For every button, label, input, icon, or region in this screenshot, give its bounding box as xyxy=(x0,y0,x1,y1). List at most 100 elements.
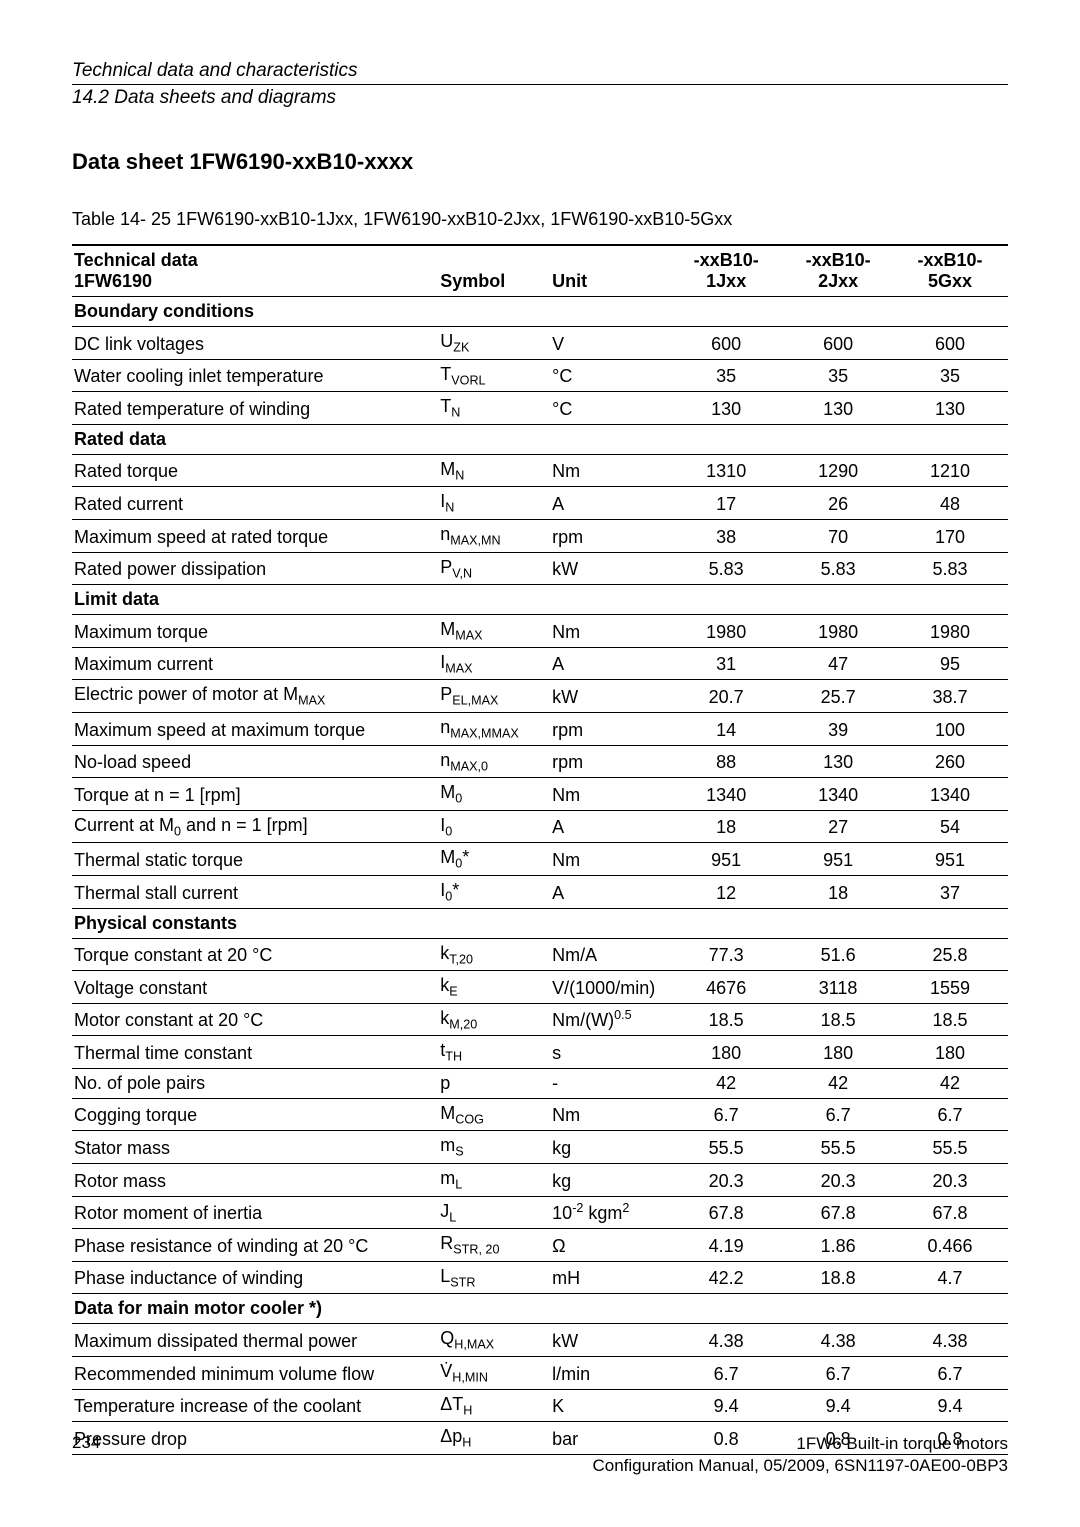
param-value: 18.5 xyxy=(896,1003,1008,1036)
param-name: Temperature increase of the coolant xyxy=(72,1389,438,1422)
param-name: Maximum dissipated thermal power xyxy=(72,1324,438,1357)
param-value: 1340 xyxy=(784,778,896,811)
footer-text: 1FW6 Built-in torque motors Configuratio… xyxy=(592,1433,1008,1477)
sheet-title: Data sheet 1FW6190-xxB10-xxxx xyxy=(72,149,1008,175)
param-name: Stator mass xyxy=(72,1131,438,1164)
param-value: 9.4 xyxy=(672,1389,784,1422)
param-value: 55.5 xyxy=(672,1131,784,1164)
param-name: Maximum torque xyxy=(72,615,438,648)
param-unit: kW xyxy=(550,1324,672,1357)
param-unit: °C xyxy=(550,392,672,425)
param-value: 6.7 xyxy=(672,1098,784,1131)
param-value: 170 xyxy=(896,519,1008,552)
param-value: 4.7 xyxy=(896,1261,1008,1294)
param-value: 55.5 xyxy=(896,1131,1008,1164)
param-value: 4676 xyxy=(672,971,784,1004)
footer-line2: Configuration Manual, 05/2009, 6SN1197-0… xyxy=(592,1456,1008,1475)
param-symbol: LSTR xyxy=(438,1261,550,1294)
param-value: 1340 xyxy=(896,778,1008,811)
table-row: Rated currentINA172648 xyxy=(72,487,1008,520)
param-unit: °C xyxy=(550,359,672,392)
param-value: 600 xyxy=(896,327,1008,360)
param-name: Cogging torque xyxy=(72,1098,438,1131)
param-value: 38.7 xyxy=(896,680,1008,713)
param-value: 39 xyxy=(784,712,896,745)
param-value: 88 xyxy=(672,745,784,778)
param-value: 18.5 xyxy=(784,1003,896,1036)
param-unit: Nm xyxy=(550,843,672,876)
param-value: 27 xyxy=(784,810,896,843)
param-symbol: QH,MAX xyxy=(438,1324,550,1357)
param-value: 130 xyxy=(784,745,896,778)
param-name: Maximum speed at rated torque xyxy=(72,519,438,552)
param-symbol: I0* xyxy=(438,875,550,908)
param-unit: kg xyxy=(550,1164,672,1197)
table-row: Cogging torqueMCOGNm6.76.76.7 xyxy=(72,1098,1008,1131)
param-value: 600 xyxy=(672,327,784,360)
param-value: 35 xyxy=(784,359,896,392)
table-row: Thermal time constanttTHs180180180 xyxy=(72,1036,1008,1069)
param-name: Voltage constant xyxy=(72,971,438,1004)
param-value: 1210 xyxy=(896,454,1008,487)
param-unit: Ω xyxy=(550,1229,672,1262)
param-unit: kW xyxy=(550,552,672,585)
table-row: Rotor massmLkg20.320.320.3 xyxy=(72,1164,1008,1197)
param-value: 47 xyxy=(784,647,896,680)
param-symbol: MN xyxy=(438,454,550,487)
table-row: Recommended minimum volume flowV̇H,MINl/… xyxy=(72,1357,1008,1390)
param-unit: Nm xyxy=(550,454,672,487)
param-symbol: p xyxy=(438,1068,550,1098)
col-param: Technical data1FW6190 xyxy=(72,245,438,297)
param-name: Thermal static torque xyxy=(72,843,438,876)
param-name: Rated torque xyxy=(72,454,438,487)
param-name: Thermal stall current xyxy=(72,875,438,908)
param-symbol: mL xyxy=(438,1164,550,1197)
param-name: Motor constant at 20 °C xyxy=(72,1003,438,1036)
param-value: 25.8 xyxy=(896,938,1008,971)
param-value: 18 xyxy=(672,810,784,843)
param-symbol: M0* xyxy=(438,843,550,876)
table-row: No-load speednMAX,0rpm88130260 xyxy=(72,745,1008,778)
param-symbol: PEL,MAX xyxy=(438,680,550,713)
param-value: 1310 xyxy=(672,454,784,487)
param-unit: A xyxy=(550,810,672,843)
param-value: 5.83 xyxy=(896,552,1008,585)
table-row: No. of pole pairsp-424242 xyxy=(72,1068,1008,1098)
col-unit: Unit xyxy=(550,245,672,297)
param-unit: s xyxy=(550,1036,672,1069)
param-value: 951 xyxy=(896,843,1008,876)
param-symbol: V̇H,MIN xyxy=(438,1357,550,1390)
param-value: 1290 xyxy=(784,454,896,487)
param-value: 1980 xyxy=(896,615,1008,648)
param-value: 70 xyxy=(784,519,896,552)
param-symbol: nMAX,0 xyxy=(438,745,550,778)
col-variant: -xxB10-5Gxx xyxy=(896,245,1008,297)
param-unit: A xyxy=(550,647,672,680)
table-caption: Table 14- 25 1FW6190-xxB10-1Jxx, 1FW6190… xyxy=(72,209,1008,230)
param-symbol: MMAX xyxy=(438,615,550,648)
header-subtitle: 14.2 Data sheets and diagrams xyxy=(72,85,1008,109)
param-unit: l/min xyxy=(550,1357,672,1390)
table-row: Thermal static torqueM0*Nm951951951 xyxy=(72,843,1008,876)
param-value: 5.83 xyxy=(672,552,784,585)
param-name: DC link voltages xyxy=(72,327,438,360)
param-symbol: M0 xyxy=(438,778,550,811)
param-value: 51.6 xyxy=(784,938,896,971)
param-unit: K xyxy=(550,1389,672,1422)
param-value: 20.3 xyxy=(672,1164,784,1197)
param-unit: V/(1000/min) xyxy=(550,971,672,1004)
param-unit: 10-2 kgm2 xyxy=(550,1196,672,1229)
param-value: 130 xyxy=(896,392,1008,425)
table-row: Temperature increase of the coolantΔTHK9… xyxy=(72,1389,1008,1422)
param-value: 42.2 xyxy=(672,1261,784,1294)
param-value: 6.7 xyxy=(896,1098,1008,1131)
param-value: 180 xyxy=(896,1036,1008,1069)
param-value: 20.7 xyxy=(672,680,784,713)
param-value: 54 xyxy=(896,810,1008,843)
param-unit: A xyxy=(550,487,672,520)
param-name: Water cooling inlet temperature xyxy=(72,359,438,392)
param-value: 42 xyxy=(784,1068,896,1098)
param-symbol: nMAX,MMAX xyxy=(438,712,550,745)
section-title: Boundary conditions xyxy=(72,297,1008,327)
table-row: Stator massmSkg55.555.555.5 xyxy=(72,1131,1008,1164)
